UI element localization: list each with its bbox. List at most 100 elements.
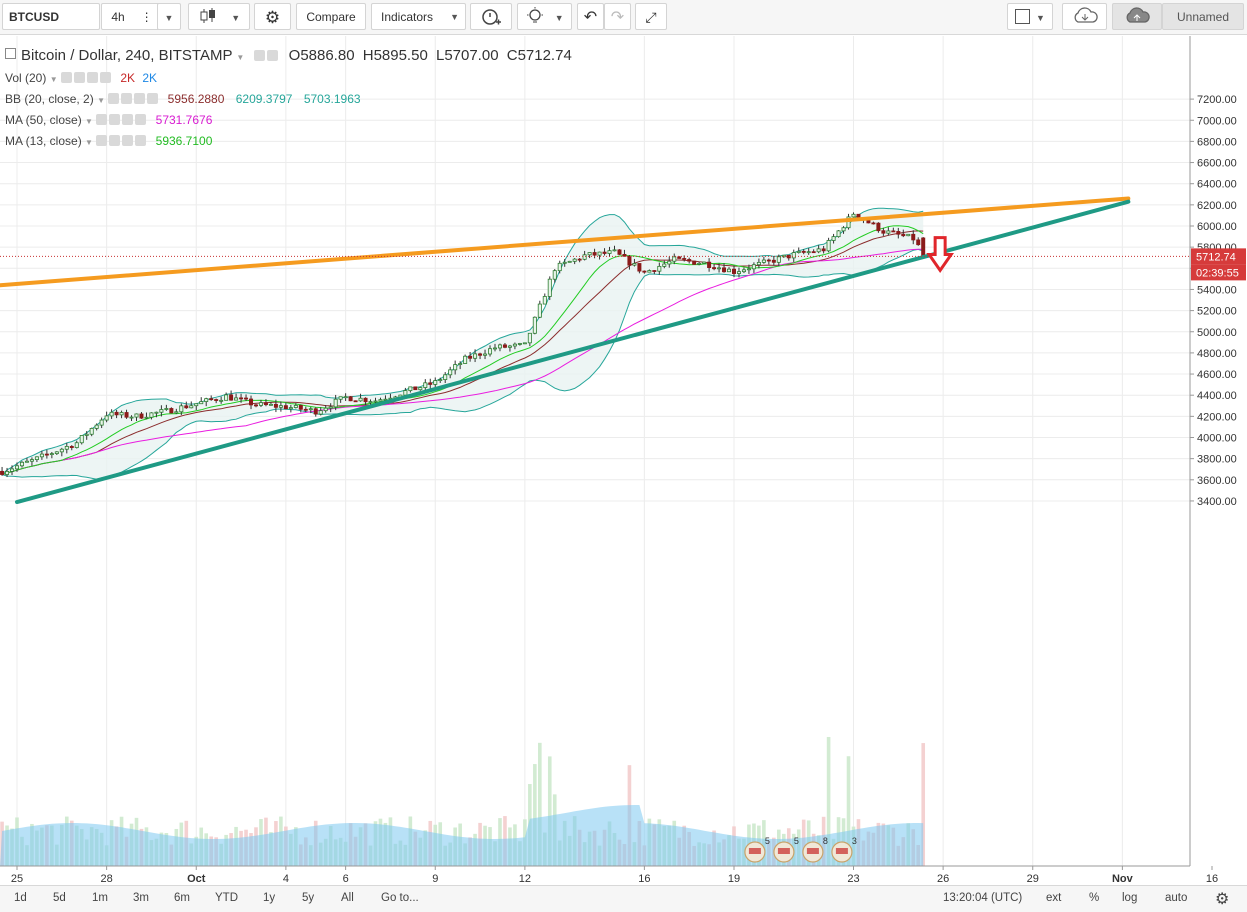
- range-6m[interactable]: 6m: [174, 892, 190, 904]
- symbol-input[interactable]: BTCUSD: [2, 3, 100, 30]
- range-3m[interactable]: 3m: [133, 892, 149, 904]
- candle-body: [632, 263, 637, 266]
- auto-toggle[interactable]: auto: [1165, 892, 1188, 904]
- eye-icon[interactable]: [60, 72, 72, 83]
- chevron-down-icon[interactable]: ▼: [49, 75, 58, 84]
- range-1m[interactable]: 1m: [92, 892, 108, 904]
- candle-body: [119, 412, 124, 416]
- candle: [567, 260, 572, 263]
- collapse-icon[interactable]: [5, 48, 16, 59]
- candle: [413, 386, 418, 391]
- undo-button[interactable]: ↶: [577, 3, 604, 30]
- candle-body: [821, 248, 826, 252]
- range-ytd[interactable]: YTD: [215, 892, 238, 904]
- chart-type-button[interactable]: ▼: [188, 3, 250, 30]
- candle-body: [219, 399, 224, 402]
- candle-body: [567, 260, 572, 263]
- cloud-load-button[interactable]: [1062, 3, 1107, 30]
- gear-icon[interactable]: [267, 50, 279, 61]
- candle: [84, 431, 89, 440]
- volume-value-1: 2K: [120, 71, 135, 85]
- candle: [263, 399, 268, 407]
- settings-button[interactable]: ⚙: [254, 3, 291, 30]
- candle-body: [537, 303, 542, 318]
- eye-icon[interactable]: [108, 93, 120, 104]
- eye-icon[interactable]: [96, 114, 108, 125]
- close-icon[interactable]: [147, 93, 159, 104]
- plus-icon[interactable]: [134, 93, 146, 104]
- chart-area[interactable]: 5 5 8 3 3400.00 3600.00 3800.00 4000.00 4200.00…: [0, 36, 1247, 886]
- goto-button[interactable]: Go to...: [381, 892, 419, 904]
- candle-body: [657, 265, 662, 272]
- interval-select[interactable]: 4h ⋮: [101, 3, 163, 30]
- candle: [732, 265, 737, 278]
- price-chart[interactable]: 5 5 8 3 3400.00 3600.00 3800.00 4000.00 4200.00…: [0, 36, 1247, 886]
- candle: [5, 467, 10, 478]
- chevron-down-icon[interactable]: ▼: [85, 138, 93, 147]
- gear-icon[interactable]: [109, 114, 121, 125]
- candle-body: [363, 397, 368, 403]
- fullscreen-button[interactable]: ⤢: [635, 3, 667, 30]
- candle: [24, 457, 29, 463]
- ma13-label: MA (13, close): [5, 134, 82, 148]
- chevron-down-icon[interactable]: ▼: [85, 117, 93, 126]
- interval-dropdown-button[interactable]: ▼: [157, 3, 181, 30]
- volume-bar: [826, 736, 831, 866]
- candle: [722, 263, 727, 273]
- chevron-down-icon[interactable]: ▼: [236, 53, 245, 62]
- candle: [433, 377, 438, 388]
- eye-icon[interactable]: [254, 50, 266, 61]
- gear-icon[interactable]: ⚙: [1215, 891, 1230, 908]
- candle-body: [318, 410, 323, 415]
- square-icon: [1015, 9, 1031, 24]
- cloud-save-button[interactable]: [1112, 3, 1162, 30]
- candle-body: [164, 408, 169, 410]
- range-5y[interactable]: 5y: [302, 892, 315, 904]
- ext-toggle[interactable]: ext: [1046, 892, 1062, 904]
- eye-icon[interactable]: [96, 135, 108, 146]
- time-axis-bg: [0, 866, 1190, 886]
- candle: [582, 250, 587, 261]
- gear-icon[interactable]: [121, 93, 133, 104]
- candle-body: [418, 387, 423, 391]
- range-all[interactable]: All: [341, 892, 354, 904]
- layout-name-button[interactable]: Unnamed: [1162, 3, 1244, 30]
- percent-toggle[interactable]: %: [1089, 892, 1100, 904]
- color-square-button[interactable]: ▼: [1007, 3, 1053, 30]
- candle-body: [403, 390, 408, 396]
- candle-body: [607, 250, 612, 254]
- ma50-label: MA (50, close): [5, 113, 82, 127]
- candle: [537, 300, 542, 319]
- candle: [164, 404, 169, 411]
- plus-icon[interactable]: [122, 114, 134, 125]
- candle: [149, 412, 154, 420]
- gear-icon[interactable]: [109, 135, 121, 146]
- close-icon[interactable]: [99, 72, 111, 83]
- plus-icon[interactable]: [122, 135, 134, 146]
- close-icon[interactable]: [135, 114, 147, 125]
- candle: [831, 233, 836, 244]
- candle-body: [577, 258, 582, 261]
- candle: [871, 221, 876, 225]
- candle: [512, 342, 517, 350]
- log-toggle[interactable]: log: [1122, 892, 1138, 904]
- candle: [632, 258, 637, 267]
- close-icon[interactable]: [135, 135, 147, 146]
- range-1d[interactable]: 1d: [14, 892, 27, 904]
- redo-button[interactable]: ↷: [604, 3, 631, 30]
- chevron-down-icon[interactable]: ▼: [97, 96, 105, 105]
- plus-icon[interactable]: [86, 72, 98, 83]
- ideas-button[interactable]: ▼: [517, 3, 572, 30]
- candle-body: [104, 415, 109, 421]
- candle: [19, 461, 24, 468]
- compare-button[interactable]: Compare: [296, 3, 366, 30]
- gear-icon[interactable]: [73, 72, 85, 83]
- indicators-button[interactable]: Indicators ▼: [371, 3, 466, 30]
- time-tick-label: 9: [432, 873, 438, 885]
- range-1y[interactable]: 1y: [263, 892, 276, 904]
- candle: [602, 248, 607, 256]
- range-5d[interactable]: 5d: [53, 892, 66, 904]
- candle: [34, 456, 39, 463]
- candle: [74, 440, 79, 449]
- alert-button[interactable]: [470, 3, 512, 30]
